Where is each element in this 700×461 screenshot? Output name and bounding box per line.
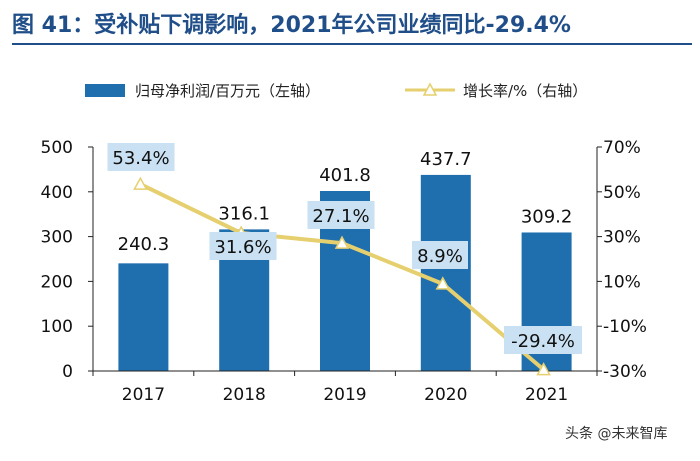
growth-point-2021 bbox=[536, 362, 551, 376]
growth-label-box bbox=[307, 201, 375, 229]
growth-label-box bbox=[107, 143, 175, 171]
bar-value-label: 437.7 bbox=[420, 149, 472, 170]
y-left-tick-label: 400 bbox=[41, 183, 73, 203]
y-right-tick-label: 50% bbox=[603, 183, 641, 203]
y-right-tick-label: 10% bbox=[603, 272, 641, 292]
legend-line-marker bbox=[422, 82, 438, 96]
growth-value-label: 31.6% bbox=[214, 237, 271, 258]
y-right-tick-label: 70% bbox=[603, 138, 641, 158]
x-tick-label: 2018 bbox=[223, 385, 266, 405]
growth-value-label: 27.1% bbox=[312, 206, 369, 227]
growth-label-box bbox=[412, 241, 468, 269]
y-right-tick-label: -10% bbox=[603, 317, 647, 337]
y-left-tick-label: 300 bbox=[41, 228, 73, 248]
y-left-tick-label: 100 bbox=[41, 317, 73, 337]
figure-header: 图 41：受补贴下调影响，2021年公司业绩同比-29.4% bbox=[0, 0, 700, 45]
x-tick-label: 2017 bbox=[122, 385, 165, 405]
y-left-tick-label: 500 bbox=[41, 138, 73, 158]
bar-value-label: 309.2 bbox=[521, 206, 573, 227]
bar-value-label: 240.3 bbox=[118, 234, 170, 255]
bar-value-label: 316.1 bbox=[218, 203, 270, 224]
growth-value-label: -29.4% bbox=[511, 331, 575, 352]
bar-2017 bbox=[118, 263, 169, 371]
figure-title: 图 41：受补贴下调影响，2021年公司业绩同比-29.4% bbox=[12, 13, 571, 38]
growth-label-box bbox=[504, 326, 582, 354]
growth-value-label: 53.4% bbox=[112, 148, 169, 169]
bar-value-label: 401.8 bbox=[319, 165, 371, 186]
y-left-tick-label: 200 bbox=[41, 272, 73, 292]
growth-label-box bbox=[209, 232, 277, 260]
growth-point-2020 bbox=[435, 276, 451, 290]
x-tick-label: 2020 bbox=[424, 385, 467, 405]
y-left-tick-label: 0 bbox=[62, 362, 73, 382]
bar-2020 bbox=[420, 174, 471, 371]
title-divider bbox=[12, 43, 692, 45]
growth-point-2017 bbox=[133, 176, 148, 190]
y-right-tick-label: 30% bbox=[603, 228, 641, 248]
growth-point-2019 bbox=[334, 235, 350, 249]
legend-bar-swatch bbox=[85, 84, 125, 97]
x-tick-label: 2021 bbox=[525, 385, 568, 405]
watermark-text: 头条 @未来智库 bbox=[565, 426, 668, 442]
growth-value-label: 8.9% bbox=[417, 246, 463, 267]
x-tick-label: 2019 bbox=[323, 385, 366, 405]
y-right-tick-label: -30% bbox=[603, 362, 647, 382]
legend-bar-label: 归母净利润/百万元（左轴） bbox=[135, 82, 320, 100]
legend-line-label: 增长率/%（右轴） bbox=[463, 82, 587, 100]
